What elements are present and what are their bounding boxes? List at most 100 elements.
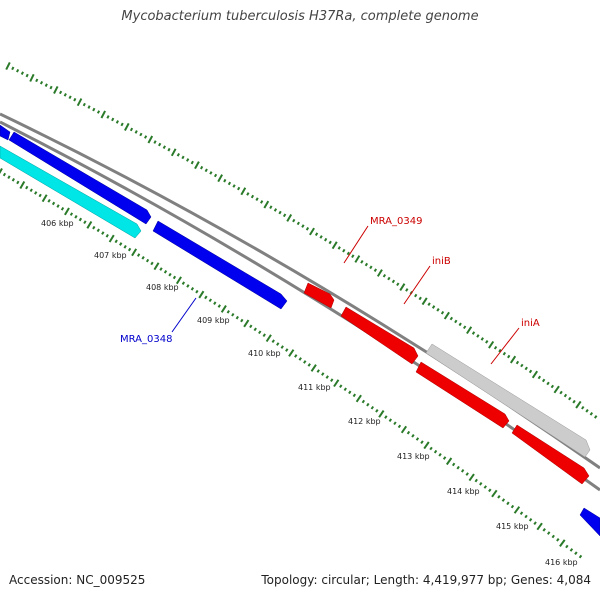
major-tick [466,326,473,335]
minor-tick [87,105,91,109]
minor-tick [271,339,275,343]
minor-tick [454,319,458,324]
tick-label: 408 kbp [146,283,179,292]
minor-tick [276,342,280,346]
minor-tick [479,482,483,486]
callout-line-inib [403,265,431,305]
gene-label-mra-0348[interactable]: MRA_0348 [120,334,172,345]
major-tick [333,379,340,388]
minor-tick [260,200,264,204]
minor-tick [342,248,346,253]
minor-tick [34,191,38,195]
minor-tick [237,186,241,191]
minor-tick [78,217,83,222]
minor-tick [235,315,239,320]
minor-tick [83,220,87,225]
minor-tick [551,534,555,539]
minor-tick [115,120,119,124]
major-tick [194,161,200,170]
minor-tick [388,418,393,422]
minor-tick [348,390,352,395]
minor-tick [361,399,366,404]
minor-tick [63,93,67,97]
major-tick [220,305,227,313]
minor-tick [123,245,127,249]
minor-tick [488,488,492,493]
minor-tick [524,514,528,519]
minor-tick [92,107,96,112]
major-tick [376,269,383,277]
major-tick [265,334,272,343]
gene-blue-bottom-right[interactable] [579,507,600,537]
minor-tick [278,210,282,215]
major-tick [378,410,385,418]
minor-tick [285,348,289,352]
gene-blue-mra-0348[interactable] [152,220,288,310]
minor-tick [159,267,163,271]
major-tick [423,441,430,450]
gene-label-inia[interactable]: iniA [521,318,540,329]
minor-tick [352,393,357,398]
minor-tick [186,158,190,162]
minor-tick [226,310,230,314]
minor-tick [537,375,542,380]
minor-tick [533,521,537,525]
minor-tick [563,393,568,398]
minor-tick [258,330,262,335]
gene-label-mra-0349[interactable]: MRA_0349 [370,216,422,227]
minor-tick [501,498,506,502]
gene-red-inib[interactable] [340,306,419,365]
gene-callouts: MRA_0348 MRA_0349 iniB iniA [120,216,540,365]
minor-tick [39,80,44,85]
major-tick [513,506,521,514]
minor-tick [181,281,186,285]
minor-tick [68,95,72,100]
minor-tick [593,415,598,419]
gene-blue-top-left[interactable] [8,131,152,225]
major-tick [553,385,560,394]
minor-tick [528,369,533,374]
minor-tick [396,282,400,287]
minor-tick [195,289,199,294]
minor-tick [393,421,397,426]
minor-tick [69,212,74,216]
minor-tick [460,469,465,473]
minor-tick [474,478,478,483]
gene-label-inib[interactable]: iniB [432,256,451,267]
minor-tick [375,409,379,413]
minor-tick [240,318,244,323]
minor-tick [11,66,15,71]
minor-tick [414,293,418,298]
tick-label: 414 kbp [447,487,480,496]
minor-tick [301,224,305,228]
gene-gray-inia[interactable] [425,343,591,458]
minor-tick [269,205,273,209]
minor-tick [498,348,502,353]
gene-red-mra-0349[interactable] [303,282,335,309]
forward-strand-genes [0,124,600,537]
gene-cyan[interactable] [0,145,142,239]
major-tick [491,489,498,498]
minor-tick [493,345,498,350]
gene-red-lower[interactable] [511,424,590,485]
minor-tick [249,324,253,329]
major-tick [309,227,315,236]
outer-tick-track [5,61,598,419]
minor-tick [471,331,476,335]
gene-red-upper[interactable] [415,361,510,429]
minor-tick [556,537,560,542]
minor-tick [384,415,388,419]
minor-tick [255,197,259,201]
minor-tick [431,305,436,309]
minor-tick [106,115,110,119]
major-tick [310,364,317,372]
tick-label: 410 kbp [248,349,281,358]
gene-blue-edge[interactable] [0,124,11,141]
minor-tick [328,240,332,245]
minor-tick [82,102,86,107]
minor-tick [38,193,42,198]
minor-tick [476,334,480,338]
minor-tick [520,363,524,368]
tick-label: 416 kbp [545,558,578,567]
minor-tick [144,135,148,139]
